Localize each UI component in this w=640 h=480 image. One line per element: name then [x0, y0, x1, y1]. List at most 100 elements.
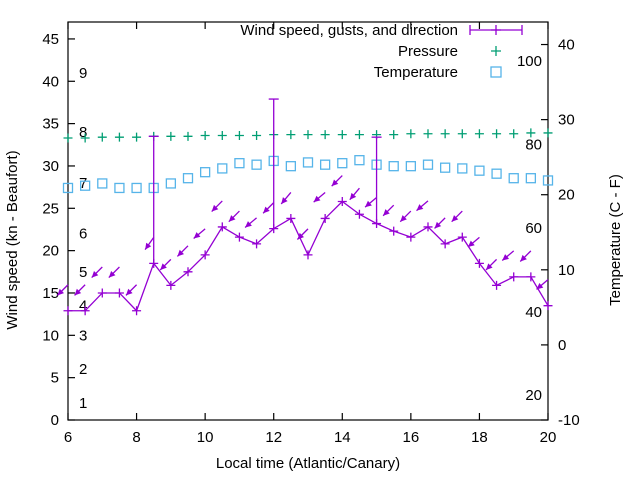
y2-tick-label: 10 [558, 262, 575, 279]
wind-speed-marker [526, 272, 536, 282]
pressure-marker [406, 129, 416, 139]
fahrenheit-label: 60 [525, 220, 542, 237]
arrow-head [57, 288, 65, 296]
temperature-marker [97, 178, 108, 189]
wind-direction-arrow [125, 284, 138, 296]
arrow-head [313, 195, 321, 203]
temperature-marker [285, 161, 297, 172]
x-tick-label: 10 [197, 429, 214, 446]
temperature-marker [319, 159, 331, 170]
y-tick-label: 45 [42, 31, 59, 48]
arrow-head [211, 204, 219, 212]
plot-border [67, 21, 549, 421]
beaufort-label: 8 [79, 124, 87, 141]
wind-direction-arrow [451, 210, 463, 223]
pressure-marker [440, 129, 450, 139]
temperature-marker [62, 182, 74, 194]
legend-key-plus [491, 46, 501, 56]
temperature-marker [234, 158, 245, 169]
y-tick-label: 5 [51, 370, 59, 387]
plot-frame [67, 21, 549, 421]
wind-direction-arrow [74, 284, 86, 296]
pressure-marker [183, 131, 193, 141]
fahrenheit-label: 80 [525, 136, 542, 153]
wind-direction-arrow [485, 258, 498, 271]
wind-speed-marker [320, 213, 330, 223]
x-tick-label: 12 [265, 429, 282, 446]
wind-speed-marker [509, 272, 519, 282]
wind-direction-arrow [108, 266, 120, 279]
wind-direction-arrow [159, 258, 172, 271]
x-tick-label: 16 [403, 429, 420, 446]
wind-speed-marker [337, 197, 347, 207]
temperature-marker [217, 163, 228, 174]
wind-direction-arrow [519, 250, 532, 262]
series-pressure [63, 128, 553, 143]
arrow-head [177, 249, 185, 257]
arrow-head [245, 221, 252, 228]
y2-tick-label: 30 [558, 112, 575, 129]
y-tick-label: 25 [42, 200, 59, 217]
pressure-marker [543, 128, 553, 138]
temperature-marker [542, 175, 554, 186]
temperature-marker [354, 155, 365, 166]
pressure-marker [337, 130, 347, 140]
arrow-head [434, 221, 442, 229]
legend-label-2: Temperature [374, 64, 458, 81]
y-tick-label: 0 [51, 412, 59, 429]
wind-direction-arrow [434, 217, 446, 229]
arrow-head [416, 204, 424, 211]
wind-direction-arrow [211, 200, 223, 212]
y-tick-label: 40 [42, 73, 59, 90]
x-tick-label: 8 [132, 429, 140, 446]
pressure-marker [457, 129, 467, 139]
wind-speed-marker [354, 209, 364, 219]
wind-speed-marker [492, 280, 502, 290]
pressure-marker [492, 129, 502, 139]
wind-speed-marker [63, 306, 73, 316]
arrow-head [125, 288, 133, 296]
wind-direction-arrow [313, 191, 326, 203]
wind-speed-marker [389, 226, 399, 236]
pressure-marker [354, 130, 364, 140]
arrow-head [108, 270, 116, 278]
arrow-head [145, 242, 152, 250]
legend-label-1: Pressure [398, 43, 458, 60]
temperature-marker [474, 165, 485, 176]
pressure-marker [80, 133, 90, 143]
wind-speed-marker [200, 250, 210, 260]
pressure-marker [97, 132, 107, 142]
wind-speed-marker [234, 232, 244, 242]
pressure-marker [200, 130, 210, 140]
beaufort-label: 5 [79, 264, 87, 281]
wind-speed-marker [166, 280, 176, 290]
wind-speed-marker [440, 239, 450, 249]
wind-speed-marker [114, 288, 124, 298]
pressure-marker [509, 129, 519, 139]
temperature-marker [114, 182, 125, 194]
beaufort-label: 4 [79, 298, 87, 315]
wind-direction-arrow [56, 284, 69, 296]
y2-axis-title: Temperature (C - F) [607, 174, 624, 306]
x-tick-label: 14 [334, 429, 351, 446]
pressure-marker [389, 130, 399, 140]
beaufort-scale-labels: 1 2 3 4 5 6 7 8 9 [79, 65, 87, 412]
temperature-marker [405, 161, 417, 172]
wind-speed-marker [303, 250, 313, 260]
fahrenheit-scale-labels: 20 40 60 80 100 [517, 53, 542, 404]
y2-axis-ticks: -10 0 10 20 30 40 [541, 37, 580, 429]
pressure-marker [114, 132, 124, 142]
wind-speed-marker [252, 239, 262, 249]
pressure-marker [474, 129, 484, 139]
arrow-head [502, 254, 510, 261]
x-tick-label: 20 [540, 429, 557, 446]
arrow-head [451, 215, 459, 222]
arrow-head [193, 232, 201, 239]
pressure-marker [166, 131, 176, 141]
wind-direction-arrow [228, 210, 240, 223]
pressure-marker [526, 128, 536, 138]
wind-speed-marker [423, 222, 433, 232]
wind-speed-marker [80, 306, 90, 316]
wind-speed-marker [543, 301, 553, 311]
x-tick-label: 6 [64, 429, 72, 446]
